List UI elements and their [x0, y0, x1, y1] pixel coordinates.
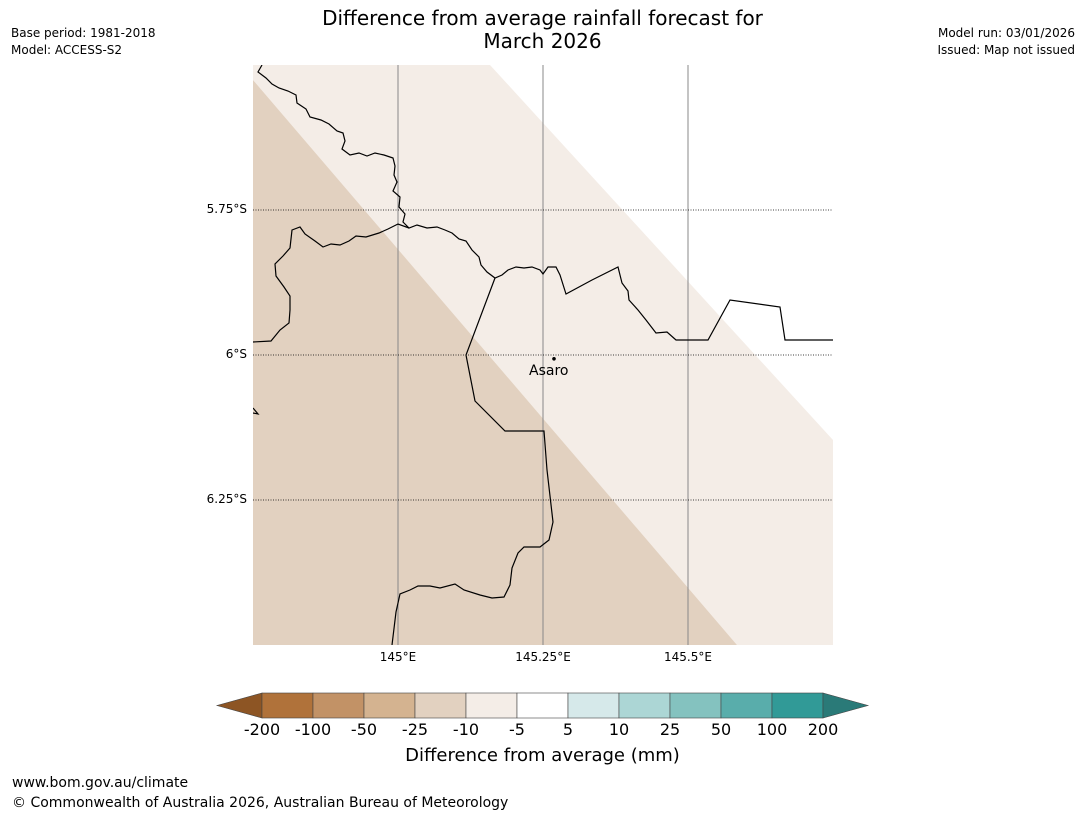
- colorbar-segment: [261, 692, 314, 719]
- colorbar-arrow-high: [822, 692, 870, 719]
- map-title-line1: Difference from average rainfall forecas…: [322, 6, 763, 30]
- lat-label-5-75: 5.75°S: [206, 202, 247, 216]
- colorbar-segment: [720, 692, 773, 719]
- colorbar: [215, 692, 870, 719]
- lon-label-145-25: 145.25°E: [515, 650, 571, 664]
- model-run-text: Model run: 03/01/2026: [937, 26, 1075, 40]
- province-boundary-north: [257, 65, 833, 341]
- colorbar-segment: [414, 692, 467, 719]
- colorbar-tick-label: 50: [710, 720, 732, 739]
- map-title: Difference from average rainfall forecas…: [0, 7, 1085, 53]
- colorbar-tick-label: -10: [452, 720, 480, 739]
- lon-label-145-5: 145.5°E: [664, 650, 712, 664]
- lat-label-6-25: 6.25°S: [206, 492, 247, 506]
- map-area: [253, 65, 833, 645]
- colorbar-tick-label: -5: [509, 720, 525, 739]
- province-boundary-west: [253, 223, 410, 343]
- colorbar-segment: [771, 692, 824, 719]
- colorbar-segment: [465, 692, 518, 719]
- province-boundary-edge: [253, 407, 260, 415]
- rainfall-band-minus25-to-minus10: [253, 80, 737, 645]
- colorbar-tick-label: 10: [608, 720, 630, 739]
- metadata-right: Model run: 03/01/2026 Issued: Map not is…: [937, 25, 1075, 59]
- colorbar-tick-label: -50: [350, 720, 378, 739]
- colorbar-arrow-low: [215, 692, 263, 719]
- colorbar-tick-label: -25: [401, 720, 429, 739]
- colorbar-segment: [363, 692, 416, 719]
- colorbar-segment: [618, 692, 671, 719]
- colorbar-tick-label: -100: [294, 720, 332, 739]
- colorbar-tick-label: 100: [756, 720, 788, 739]
- province-boundary-central: [391, 277, 554, 645]
- lon-label-145: 145°E: [379, 650, 417, 664]
- lat-label-6: 6°S: [225, 347, 247, 361]
- footer-copyright: © Commonwealth of Australia 2026, Austra…: [12, 795, 509, 811]
- issued-text: Issued: Map not issued: [937, 43, 1075, 57]
- map-title-line2: March 2026: [483, 29, 602, 53]
- asaro-location-marker: [552, 357, 556, 361]
- colorbar-tick-label: -200: [243, 720, 281, 739]
- metadata-left: Base period: 1981-2018 Model: ACCESS-S2: [11, 25, 156, 59]
- colorbar-segment: [516, 692, 569, 719]
- asaro-label: Asaro: [529, 362, 569, 379]
- footer-url[interactable]: www.bom.gov.au/climate: [12, 775, 189, 791]
- base-period-text: Base period: 1981-2018: [11, 26, 156, 40]
- colorbar-segment: [669, 692, 722, 719]
- model-text: Model: ACCESS-S2: [11, 43, 123, 57]
- colorbar-tick-label: 200: [807, 720, 839, 739]
- colorbar-tick-label: 25: [659, 720, 681, 739]
- colorbar-segment: [567, 692, 620, 719]
- colorbar-segment: [312, 692, 365, 719]
- colorbar-tick-label: 5: [562, 720, 574, 739]
- colorbar-title: Difference from average (mm): [405, 745, 680, 766]
